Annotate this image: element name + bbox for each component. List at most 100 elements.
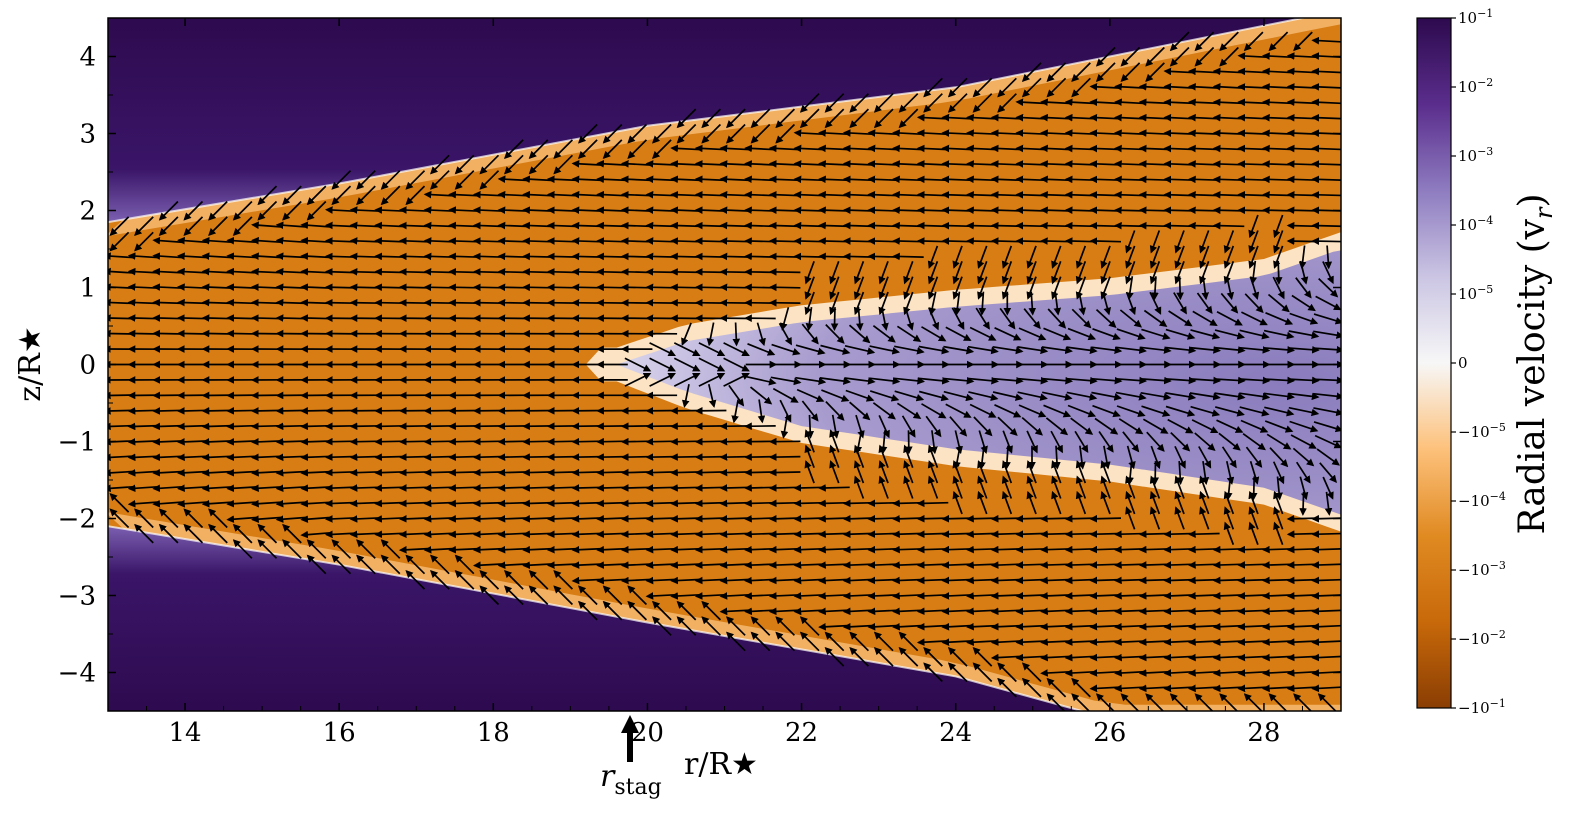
velocity-arrow xyxy=(820,344,851,355)
velocity-arrow xyxy=(681,322,692,346)
velocity-arrow xyxy=(578,585,598,606)
velocity-arrow xyxy=(878,261,889,285)
velocity-arrow xyxy=(134,523,154,544)
velocity-arrow xyxy=(726,108,746,129)
velocity-arrow xyxy=(732,322,741,347)
velocity-arrow xyxy=(804,261,815,285)
y-tick-label: 0 xyxy=(79,351,96,381)
velocity-arrow xyxy=(701,600,722,621)
velocity-arrow xyxy=(952,475,963,499)
velocity-arrow xyxy=(952,490,963,515)
colorbar-tick-label: −10−5 xyxy=(1458,421,1506,441)
velocity-arrow xyxy=(925,415,942,438)
velocity-arrow xyxy=(331,554,352,575)
velocity-arrow xyxy=(943,390,974,402)
velocity-arrow xyxy=(698,357,726,372)
velocity-arrow xyxy=(306,539,327,559)
velocity-arrow xyxy=(676,600,697,621)
velocity-arrow xyxy=(749,386,773,405)
colorbar-gradient xyxy=(1416,17,1452,709)
velocity-arrow xyxy=(183,523,204,544)
x-axis-title: r/R★ xyxy=(684,747,758,782)
velocity-arrow xyxy=(799,631,820,652)
velocity-arrow xyxy=(947,647,968,667)
velocity-arrow xyxy=(652,123,672,144)
velocity-arrow xyxy=(878,460,889,484)
velocity-arrow xyxy=(853,475,865,499)
velocity-arrow xyxy=(109,216,130,236)
velocity-arrow xyxy=(430,154,450,175)
velocity-arrow xyxy=(780,307,790,331)
velocity-arrow xyxy=(602,123,623,144)
velocity-arrow xyxy=(649,357,676,372)
velocity-arrow xyxy=(183,200,204,221)
velocity-arrow xyxy=(918,345,950,355)
velocity-arrow xyxy=(824,631,845,652)
velocity-arrow xyxy=(232,539,253,559)
velocity-arrow xyxy=(756,322,766,347)
velocity-arrow xyxy=(282,200,302,221)
velocity-arrow xyxy=(775,108,796,129)
velocity-arrow xyxy=(896,325,922,342)
velocity-arrow xyxy=(405,570,426,590)
velocity-arrow xyxy=(894,390,925,402)
velocity-arrow xyxy=(553,154,574,175)
velocity-arrow xyxy=(799,616,820,636)
velocity-arrow xyxy=(893,377,926,385)
velocity-arrow xyxy=(306,185,327,206)
velocity-arrow xyxy=(676,108,697,129)
velocity-arrow xyxy=(1089,514,1122,523)
velocity-arrow xyxy=(1188,530,1220,538)
velocity-arrow xyxy=(825,324,845,344)
velocity-arrow xyxy=(479,585,500,606)
velocity-arrow xyxy=(829,276,840,300)
stagnation-label: rstag xyxy=(600,759,662,800)
velocity-arrow xyxy=(896,402,922,419)
velocity-arrow xyxy=(849,631,870,652)
velocity-arrow xyxy=(356,185,376,206)
velocity-arrow xyxy=(257,539,278,559)
velocity-arrow xyxy=(380,554,401,575)
velocity-arrow xyxy=(801,400,819,422)
velocity-arrow xyxy=(829,261,840,285)
velocity-arrow xyxy=(673,357,701,372)
velocity-arrow xyxy=(772,387,799,403)
velocity-arrow xyxy=(602,585,623,606)
velocity-arrow xyxy=(454,554,475,575)
colorbar-tick-label: 0 xyxy=(1458,354,1468,372)
velocity-arrow xyxy=(109,493,130,513)
velocity-arrow xyxy=(1311,545,1341,554)
velocity-arrow xyxy=(943,376,975,385)
velocity-arrow xyxy=(945,326,972,341)
velocity-arrow xyxy=(869,345,900,355)
velocity-arrow xyxy=(430,570,450,590)
velocity-arrow xyxy=(903,261,914,285)
velocity-arrow xyxy=(183,508,204,529)
velocity-arrow xyxy=(578,600,598,621)
velocity-arrow xyxy=(109,508,130,529)
x-tick-label: 14 xyxy=(169,718,202,748)
velocity-arrow xyxy=(134,508,154,529)
velocity-arrow xyxy=(1274,260,1283,285)
plot-area xyxy=(108,18,1341,711)
velocity-arrow xyxy=(804,460,815,484)
velocity-arrow xyxy=(652,139,672,159)
velocity-arrow xyxy=(183,216,204,236)
velocity-arrow xyxy=(952,276,963,300)
velocity-arrow xyxy=(706,322,715,347)
velocity-arrow xyxy=(954,430,963,455)
y-axis-title: z/R★ xyxy=(13,326,48,401)
velocity-arrow xyxy=(947,662,968,683)
velocity-arrow xyxy=(208,508,228,529)
velocity-arrow xyxy=(873,631,894,652)
velocity-arrow xyxy=(796,388,825,403)
x-tick-label: 18 xyxy=(477,718,510,748)
velocity-arrow xyxy=(257,200,278,221)
y-tick-label: 3 xyxy=(79,120,96,150)
velocity-arrow xyxy=(380,185,401,206)
velocity-arrow xyxy=(723,342,750,357)
velocity-arrow xyxy=(898,93,919,113)
velocity-arrow xyxy=(1299,491,1307,516)
x-tick-label: 20 xyxy=(631,718,664,748)
